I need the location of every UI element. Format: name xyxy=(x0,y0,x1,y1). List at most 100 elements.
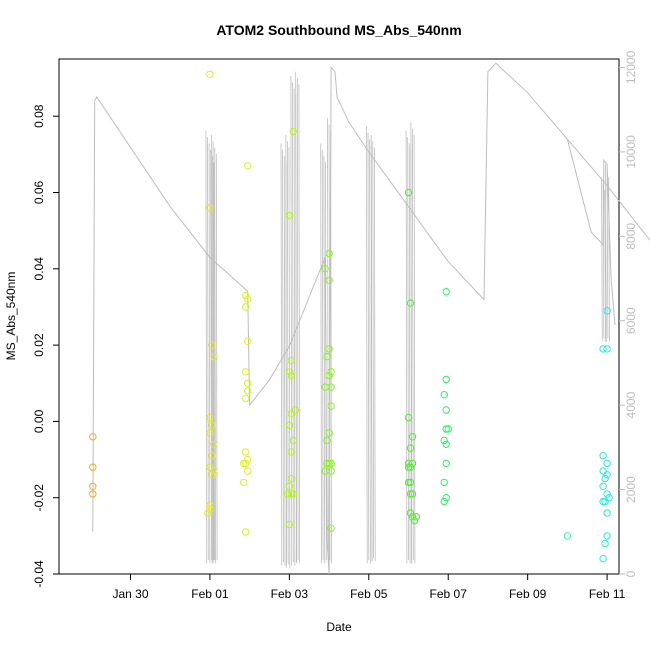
points-layer xyxy=(89,70,613,563)
data-point xyxy=(408,490,417,498)
data-point xyxy=(327,402,335,410)
x-axis-label: Date xyxy=(326,620,352,634)
data-point xyxy=(404,459,413,468)
data-point xyxy=(89,482,97,490)
data-point xyxy=(327,467,335,475)
data-point xyxy=(442,440,450,448)
data-point xyxy=(605,494,613,502)
data-point xyxy=(242,291,250,300)
data-point xyxy=(601,497,609,506)
data-point xyxy=(289,127,297,136)
y-tick-label: 0.02 xyxy=(32,333,46,357)
data-point xyxy=(442,288,450,296)
data-point xyxy=(442,375,450,384)
data-point xyxy=(289,436,297,445)
depth-profile-cast xyxy=(280,143,287,566)
x-tick-label: Feb 07 xyxy=(430,587,468,601)
data-point xyxy=(206,413,214,422)
data-point xyxy=(599,467,607,475)
data-point xyxy=(323,459,331,468)
data-point xyxy=(208,421,216,429)
data-point xyxy=(325,371,333,380)
data-point xyxy=(285,368,294,376)
data-point xyxy=(206,505,214,513)
data-point xyxy=(287,356,295,365)
data-point xyxy=(599,345,607,353)
data-point xyxy=(240,478,248,487)
depth-profile-cast xyxy=(320,143,327,564)
x-axis: Jan 30 Feb 01 Feb 03 Feb 05 Feb 07 Feb 09 Feb … xyxy=(112,574,626,601)
data-point xyxy=(321,265,329,273)
data-point xyxy=(440,497,448,506)
data-point xyxy=(242,448,250,456)
y2-tick-label: 6000 xyxy=(624,307,638,334)
data-point xyxy=(408,459,417,468)
data-point xyxy=(408,513,417,521)
data-point xyxy=(406,299,415,307)
depth-profile-cast xyxy=(405,130,413,564)
y2-tick-label: 4000 xyxy=(624,391,638,418)
data-point xyxy=(404,463,413,471)
data-point xyxy=(442,494,450,502)
depth-profile-cast xyxy=(327,118,332,564)
data-point xyxy=(321,383,329,391)
data-point xyxy=(89,490,97,498)
data-point xyxy=(440,436,448,445)
data-point xyxy=(244,162,252,170)
x-tick-label: Jan 30 xyxy=(112,587,148,601)
data-point xyxy=(412,513,421,521)
data-point xyxy=(406,463,415,471)
depth-profile-cast xyxy=(601,177,606,342)
depth-line-segment xyxy=(566,139,616,325)
data-point xyxy=(408,433,417,441)
data-point xyxy=(206,463,214,471)
data-point xyxy=(323,436,331,445)
data-point xyxy=(603,345,611,353)
data-point xyxy=(599,555,607,563)
data-point xyxy=(285,482,294,490)
data-point xyxy=(210,440,218,448)
data-point xyxy=(325,345,333,353)
data-point xyxy=(603,459,611,468)
data-point xyxy=(325,429,333,437)
data-point xyxy=(287,490,295,498)
data-point xyxy=(404,478,413,487)
y-tick-label: 0.00 xyxy=(32,409,46,433)
depth-profile-cast xyxy=(211,134,218,564)
data-point xyxy=(289,490,297,498)
depth-profile-cast xyxy=(370,134,376,562)
data-point xyxy=(240,459,248,468)
y2-tick-label: 8000 xyxy=(624,223,638,250)
data-point xyxy=(244,295,252,303)
data-point xyxy=(89,463,97,471)
data-point xyxy=(440,391,448,399)
data-point xyxy=(327,459,335,468)
data-point xyxy=(242,459,250,468)
data-point xyxy=(208,471,216,479)
data-point xyxy=(206,204,214,212)
data-point xyxy=(563,532,572,540)
data-point xyxy=(603,471,611,479)
data-point xyxy=(603,509,611,517)
y-tick-label: 0.04 xyxy=(32,257,46,281)
data-point xyxy=(406,444,415,452)
data-point xyxy=(244,387,252,395)
depth-line-segment xyxy=(92,62,650,575)
y2-tick-label: 0 xyxy=(624,570,638,577)
data-point xyxy=(442,459,450,468)
y-axis: -0.04 -0.02 0.00 0.02 0.04 0.06 0.08 xyxy=(32,104,59,588)
plot-frame xyxy=(58,58,620,575)
data-point xyxy=(599,452,607,460)
x-tick-label: Feb 01 xyxy=(191,587,229,601)
data-point xyxy=(404,188,413,197)
x-tick-label: Feb 11 xyxy=(589,587,626,601)
data-point xyxy=(325,459,333,468)
y2-tick-label: 10000 xyxy=(624,135,638,169)
data-point xyxy=(440,478,448,487)
data-point xyxy=(325,249,333,258)
data-point xyxy=(242,528,250,536)
data-point xyxy=(287,448,295,456)
y-tick-label: -0.02 xyxy=(32,484,46,512)
